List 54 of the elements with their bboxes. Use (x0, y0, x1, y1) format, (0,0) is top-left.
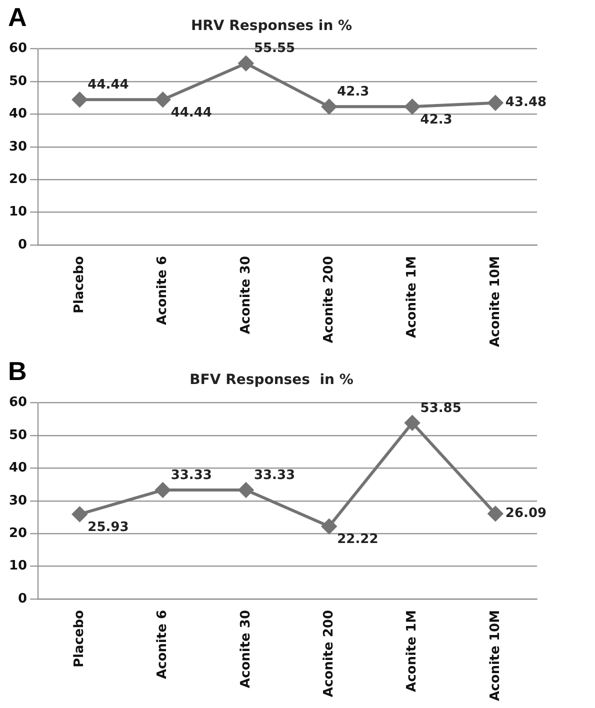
data-label: 26.09 (505, 506, 547, 522)
y-tick-label: 60 (8, 395, 28, 410)
point (488, 506, 503, 522)
data-label: 22.22 (337, 532, 378, 548)
point (404, 415, 420, 430)
y-tick-label: 0 (18, 237, 28, 252)
y-tick-label: 10 (8, 204, 28, 220)
chart-title: HRV Responses in % (190, 18, 352, 34)
x-tick-label: Aconite 1M (404, 256, 420, 338)
x-tick-label: Aconite 200 (321, 610, 336, 698)
data-label: 43.48 (505, 95, 547, 110)
point (404, 99, 420, 114)
y-tick-label: 20 (8, 526, 28, 541)
point (238, 56, 254, 71)
text: A (8, 2, 27, 32)
point (488, 95, 503, 110)
y-tick-label: 60 (8, 41, 28, 56)
data-label: 42.3 (420, 112, 452, 128)
data-label: 44.44 (88, 78, 129, 93)
y-tick-label: 10 (8, 558, 28, 574)
x-tick-label: Aconite 6 (155, 256, 170, 326)
x-tick-label: Placebo (72, 610, 88, 668)
x-tick-label: Aconite 10M (488, 256, 503, 348)
point (322, 518, 337, 534)
data-label: 55.55 (254, 41, 296, 56)
x-tick-label: Aconite 200 (321, 256, 336, 344)
x-tick-label: Aconite 6 (155, 610, 170, 680)
y-tick-label: 0 (18, 591, 28, 606)
point (322, 99, 337, 114)
y-tick-label: 50 (8, 74, 28, 89)
x-tick-label: Aconite 10M (488, 610, 503, 702)
point (72, 92, 88, 108)
y-tick-label: 30 (8, 139, 28, 154)
data-label: 53.85 (420, 400, 462, 416)
x-tick-label: Aconite 1M (404, 610, 420, 692)
point (72, 506, 88, 522)
text: B (8, 356, 27, 386)
point (238, 482, 254, 498)
data-label: 33.33 (254, 468, 296, 483)
chart-title: BFV Responses in % (190, 372, 354, 388)
y-tick-label: 30 (8, 493, 28, 508)
point (155, 482, 170, 498)
x-tick-label: Aconite 30 (238, 610, 254, 688)
y-tick-label: 50 (8, 428, 28, 443)
point (155, 92, 170, 108)
data-label: 33.33 (170, 468, 212, 483)
data-label: 25.93 (88, 520, 129, 536)
data-label: 42.3 (337, 84, 370, 100)
y-tick-label: 40 (8, 106, 28, 122)
x-tick-label: Placebo (72, 256, 88, 314)
x-tick-label: Aconite 30 (238, 256, 254, 334)
y-tick-label: 20 (8, 172, 28, 187)
y-tick-label: 40 (8, 460, 28, 476)
data-label: 44.44 (170, 106, 212, 121)
